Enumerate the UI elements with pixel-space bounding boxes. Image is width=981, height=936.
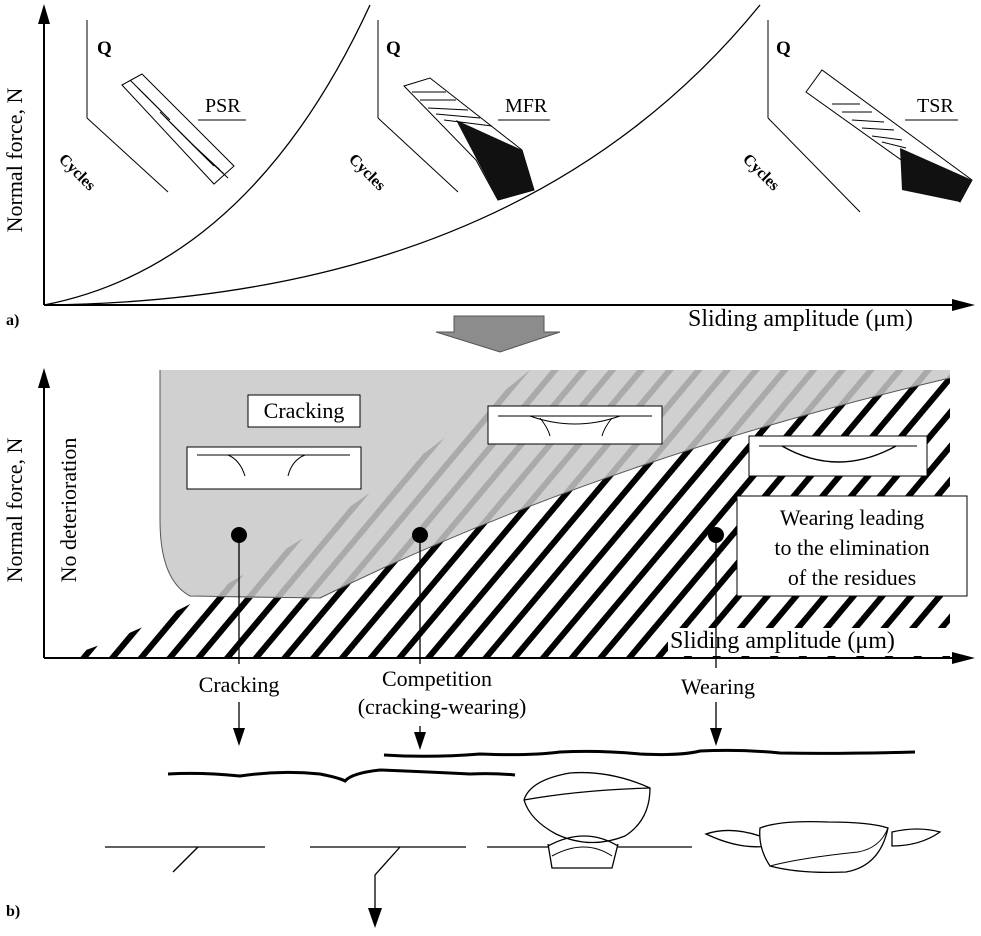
panel-b: Normal force, N No deterioration Sliding… (2, 368, 975, 920)
inset-tsr-cycles-label: Cycles (739, 151, 782, 194)
inset-tsr-q-label: Q (776, 38, 791, 59)
wearing-box-line-3: of the residues (788, 565, 916, 590)
inset-mfr: Q MFR Cycles (345, 20, 550, 201)
inset-mfr-cycles-label: Cycles (345, 151, 388, 194)
panel-a-x-arrowhead (952, 299, 975, 311)
wearing-surface-profile (383, 748, 916, 758)
inset-psr-q-label: Q (97, 38, 112, 59)
cracking-region-label: Cracking (264, 398, 345, 423)
crack-2 (374, 846, 401, 912)
wearing-label-box (736, 495, 968, 597)
panel-a-x-label: Sliding amplitude (μm) (688, 306, 913, 332)
bottom-schematics (105, 748, 942, 928)
cracking-surface-profile (167, 768, 516, 783)
mfr-tsr-boundary (43, 4, 761, 306)
inset-psr-cycles-label: Cycles (55, 151, 98, 194)
marker-competition: Competition (cracking-wearing) (350, 527, 540, 750)
wearing-box-line-1: Wearing leading (780, 505, 924, 530)
inset-mfr-q-label: Q (386, 38, 401, 59)
inset-psr-regime-label: PSR (205, 95, 241, 117)
profile-box-cracking (186, 446, 362, 490)
transition-arrow (435, 315, 561, 353)
inset-psr: Q PSR Cycles (55, 20, 246, 194)
panel-a: Normal force, N Sliding amplitude (μm) a… (2, 4, 975, 332)
panel-b-x-label: Sliding amplitude (μm) (670, 628, 895, 654)
marker-wearing: Wearing (662, 527, 774, 746)
debris-particle (523, 771, 651, 869)
panel-a-y-arrowhead (38, 4, 50, 24)
marker-competition-label-2: (cracking-wearing) (358, 694, 527, 719)
inset-tsr: Q TSR Cycles (739, 20, 973, 213)
panel-a-label: a) (6, 312, 19, 329)
panel-b-y-arrowhead (38, 368, 50, 388)
ejected-debris (704, 820, 942, 874)
inset-mfr-regime-label: MFR (505, 95, 548, 117)
marker-cracking: Cracking (180, 527, 298, 746)
cracking-label-box (247, 394, 361, 428)
panel-a-y-label: Normal force, N (2, 88, 27, 233)
crack-propagation-arrowhead (368, 908, 382, 928)
panel-b-label: b) (6, 903, 20, 920)
marker-cracking-label: Cracking (199, 672, 280, 697)
profile-box-competition (487, 405, 663, 445)
panel-b-y-label: Normal force, N (2, 438, 27, 583)
inset-tsr-regime-label: TSR (917, 95, 954, 117)
no-deterioration-label: No deterioration (56, 438, 81, 583)
marker-competition-label-1: Competition (382, 666, 492, 691)
psr-mfr-boundary (43, 4, 371, 306)
crack-1 (172, 846, 199, 873)
wearing-box-line-2: to the elimination (774, 535, 929, 560)
profile-box-wearing (748, 435, 928, 477)
panel-b-x-arrowhead (952, 652, 975, 664)
marker-wearing-label: Wearing (681, 674, 755, 699)
